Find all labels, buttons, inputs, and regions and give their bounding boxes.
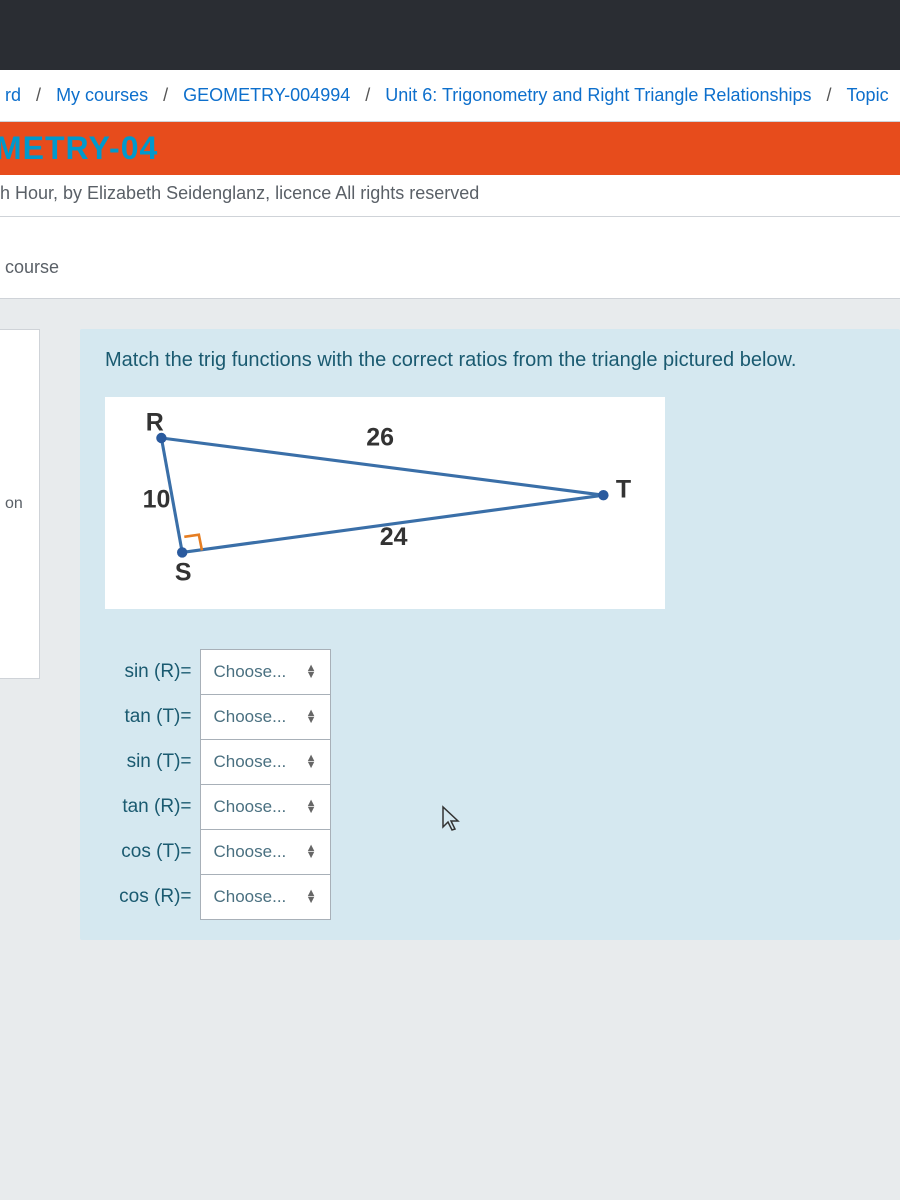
answer-row: cos (R)= Choose... ▲▼ xyxy=(105,874,330,919)
select-arrows-icon: ▲▼ xyxy=(306,710,317,724)
answer-row: cos (T)= Choose... ▲▼ xyxy=(105,829,330,874)
vertex-t-dot xyxy=(598,490,608,500)
cursor-icon xyxy=(440,805,462,840)
select-value: Choose... xyxy=(214,887,287,907)
triangle-svg: R S T 10 26 24 xyxy=(125,412,645,589)
select-value: Choose... xyxy=(214,797,287,817)
trig-label: tan (R)= xyxy=(105,784,200,829)
select-value: Choose... xyxy=(214,842,287,862)
answer-select[interactable]: Choose... ▲▼ xyxy=(200,739,330,784)
nav-section: course xyxy=(0,217,900,299)
trig-label: tan (T)= xyxy=(105,694,200,739)
answer-row: sin (R)= Choose... ▲▼ xyxy=(105,649,330,694)
select-arrows-icon: ▲▼ xyxy=(306,800,317,814)
breadcrumb-separator: / xyxy=(822,85,837,105)
top-dark-bar xyxy=(0,0,900,70)
side-rs-length: 10 xyxy=(143,486,171,514)
trig-label: sin (R)= xyxy=(105,649,200,694)
question-prompt: Match the trig functions with the correc… xyxy=(105,349,875,372)
breadcrumb-separator: / xyxy=(360,85,375,105)
question-box: Match the trig functions with the correc… xyxy=(80,329,900,940)
select-arrows-icon: ▲▼ xyxy=(306,665,317,679)
side-rt-length: 26 xyxy=(366,423,394,451)
breadcrumb-separator: / xyxy=(158,85,173,105)
select-arrows-icon: ▲▼ xyxy=(306,845,317,859)
trig-label: cos (R)= xyxy=(105,874,200,919)
answer-select[interactable]: Choose... ▲▼ xyxy=(200,649,330,694)
select-value: Choose... xyxy=(214,707,287,727)
breadcrumb-separator: / xyxy=(31,85,46,105)
course-title: METRY-04 xyxy=(0,130,900,167)
answer-select[interactable]: Choose... ▲▼ xyxy=(200,874,330,919)
vertex-s-label: S xyxy=(175,558,192,586)
select-value: Choose... xyxy=(214,752,287,772)
sidebar-label: on xyxy=(5,495,23,513)
triangle-figure: R S T 10 26 24 xyxy=(105,397,665,609)
right-angle-marker xyxy=(184,535,202,551)
select-value: Choose... xyxy=(214,662,287,682)
answer-table: sin (R)= Choose... ▲▼ tan (T)= Choose...… xyxy=(105,649,331,920)
answer-select[interactable]: Choose... ▲▼ xyxy=(200,694,330,739)
answer-select[interactable]: Choose... ▲▼ xyxy=(200,784,330,829)
course-banner: METRY-04 xyxy=(0,122,900,175)
answer-row: sin (T)= Choose... ▲▼ xyxy=(105,739,330,784)
course-subtitle: h Hour, by Elizabeth Seidenglanz, licenc… xyxy=(0,175,900,217)
select-arrows-icon: ▲▼ xyxy=(306,890,317,904)
trig-label: cos (T)= xyxy=(105,829,200,874)
breadcrumb-item[interactable]: GEOMETRY-004994 xyxy=(178,85,355,105)
breadcrumb: rd / My courses / GEOMETRY-004994 / Unit… xyxy=(0,70,900,122)
trig-label: sin (T)= xyxy=(105,739,200,784)
question-sidebar: on xyxy=(0,329,40,679)
breadcrumb-item[interactable]: Unit 6: Trigonometry and Right Triangle … xyxy=(380,85,816,105)
course-nav-label[interactable]: course xyxy=(5,257,59,277)
answer-row: tan (T)= Choose... ▲▼ xyxy=(105,694,330,739)
select-arrows-icon: ▲▼ xyxy=(306,755,317,769)
vertex-r-label: R xyxy=(146,412,164,437)
answer-row: tan (R)= Choose... ▲▼ xyxy=(105,784,330,829)
breadcrumb-item[interactable]: My courses xyxy=(51,85,153,105)
vertex-t-label: T xyxy=(616,475,631,503)
breadcrumb-item[interactable]: Topic xyxy=(842,85,894,105)
vertex-s-dot xyxy=(177,547,187,557)
answer-select[interactable]: Choose... ▲▼ xyxy=(200,829,330,874)
breadcrumb-item[interactable]: rd xyxy=(0,85,26,105)
side-st-length: 24 xyxy=(380,523,408,551)
